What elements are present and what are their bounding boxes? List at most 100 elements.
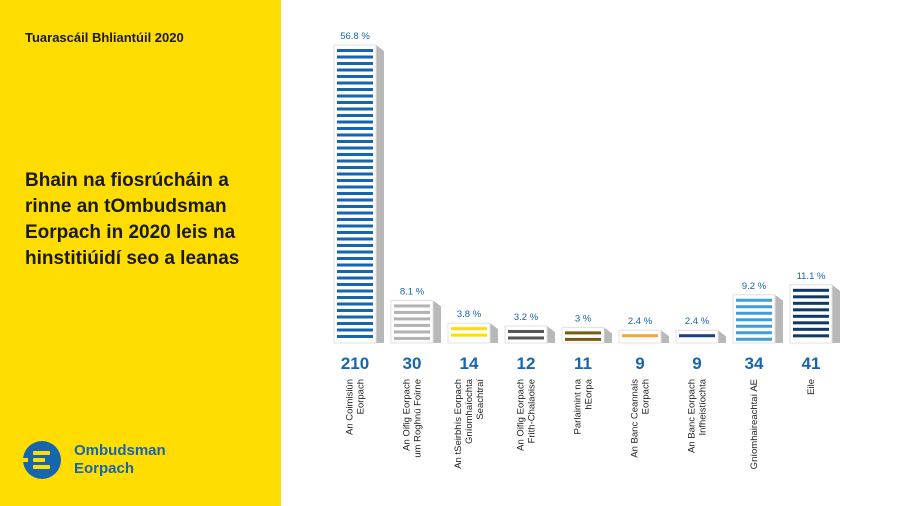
bar-stripe [337, 159, 373, 163]
bar-stripe [337, 263, 373, 267]
left-panel: Tuarascáil Bhliantúil 2020 Bhain na fios… [0, 0, 281, 506]
category-label-line: An Oifig Eorpach [402, 379, 413, 451]
bar [390, 299, 434, 344]
category-label-line: An Coimisiún [345, 379, 356, 435]
bar-stripe [337, 140, 373, 143]
bar-group: 2.4 % 9 An Banc CeannaisEorpach [618, 316, 669, 458]
bar-stripe [337, 296, 373, 299]
bar-stripe [451, 333, 487, 337]
percent-label: 2.4 % [628, 316, 653, 327]
bar-group: 3.8 % 14 An tSeirbhís EorpachGníomhaíochta… [447, 309, 498, 469]
value-label: 9 [635, 354, 644, 373]
bar-stripe [337, 101, 373, 104]
bar-stripe [394, 323, 430, 327]
bar-stripe [337, 133, 373, 137]
percent-label: 9.2 % [742, 281, 767, 292]
bar-stripe [337, 81, 373, 85]
bar-group: 56.8 % 210 An CoimisiúnEorpach [333, 31, 384, 435]
value-label: 41 [802, 354, 821, 373]
bar-stripe [337, 62, 373, 65]
bar-stripe [337, 231, 373, 234]
category-label-line: An Banc Ceannais [630, 379, 641, 458]
category-label: An Banc EorpachInfheistíochta [687, 378, 709, 453]
bar-stripe [337, 185, 373, 189]
bar-stripe [337, 309, 373, 312]
category-label-line: Eorpach [356, 379, 367, 414]
category-label-line: An Oifig Eorpach [516, 379, 527, 451]
bar-group: 3 % 11 Parlaimint nahEorpa [561, 313, 612, 434]
category-label-line: Seachtraí [475, 379, 486, 420]
value-label: 9 [692, 354, 701, 373]
bar-stripe [793, 334, 829, 338]
percent-label: 3.8 % [457, 309, 482, 320]
bar-stripe [337, 75, 373, 78]
bar-stripe [736, 311, 772, 315]
bar-stripe [394, 310, 430, 314]
bar-stripe [337, 205, 373, 208]
category-label-line: Gníomhaíochta [464, 378, 475, 444]
category-label: Eile [806, 379, 817, 395]
bar-stripe [793, 295, 829, 299]
bar-stripe [337, 120, 373, 124]
bar-stripe [337, 114, 373, 117]
logo-line2: Eorpach [74, 460, 135, 477]
bar-group: 11.1 % 41 Eile [789, 271, 840, 395]
logo-line1: Ombudsman [74, 442, 166, 459]
bar-stripe [337, 192, 373, 195]
bar-stripe [451, 327, 487, 331]
bar-stripe [337, 218, 373, 221]
bar-stripe [337, 94, 373, 98]
category-label-line: An tSeirbhís Eorpach [453, 379, 464, 469]
bar-stripe [793, 321, 829, 325]
bar-shadow [376, 45, 384, 343]
percent-label: 3 % [575, 313, 592, 324]
category-label: Gníomhaireachtaí AE [749, 379, 760, 469]
category-label-line: Eorpach [641, 379, 652, 414]
bar-stripe [337, 88, 373, 91]
bar-stripe [508, 336, 544, 340]
bar-stripe [793, 327, 829, 331]
bar [447, 322, 491, 344]
bar-stripe [337, 153, 373, 156]
bar-stripe [793, 288, 829, 292]
bar-stripe [565, 331, 601, 335]
value-label: 30 [403, 354, 422, 373]
category-label: An tSeirbhís EorpachGníomhaíochtaSeachtr… [453, 378, 486, 468]
bar-stripe [337, 335, 373, 338]
value-label: 34 [745, 354, 764, 373]
bar-stripe [622, 334, 658, 338]
bar-stripe [508, 329, 544, 333]
bar-stripe [736, 305, 772, 309]
category-label-line: Gníomhaireachtaí AE [749, 379, 760, 469]
percent-label: 8.1 % [400, 286, 425, 297]
bar-stripe [337, 244, 373, 247]
bar-stripe [736, 324, 772, 328]
bar-stripe [337, 68, 373, 72]
bar-stripe [793, 301, 829, 305]
category-label-line: Infheistíochta [698, 378, 709, 435]
bar-stripe [394, 330, 430, 334]
bar-shadow [718, 330, 726, 343]
bar-stripe [337, 250, 373, 254]
bar-stripe [337, 322, 373, 325]
bar-stripe [337, 237, 373, 241]
bar-group: 9.2 % 34 Gníomhaireachtaí AE [732, 281, 783, 469]
bar-stripe [337, 49, 373, 52]
value-label: 12 [517, 354, 536, 373]
bar-shadow [604, 327, 612, 343]
headline: Bhain na fiosrúcháin a rinne an tOmbudsm… [25, 170, 240, 269]
bar-shadow [547, 325, 555, 343]
bar-stripe [394, 336, 430, 340]
bar-stripe [736, 318, 772, 322]
category-label: An Banc CeannaisEorpach [630, 379, 652, 458]
category-label: An Oifig Eorpachum Roghnú Foirne [402, 379, 424, 458]
bar-shadow [832, 284, 840, 343]
bar-stripe [736, 337, 772, 341]
bar-stripe [736, 331, 772, 335]
bar-stripe [793, 308, 829, 312]
category-label-line: Parlaimint na [573, 378, 584, 434]
bar-stripe [337, 315, 373, 319]
ombudsman-logo[interactable]: Ombudsman Eorpach [22, 440, 166, 480]
bar-shadow [661, 330, 669, 343]
bar-stripe [337, 289, 373, 293]
